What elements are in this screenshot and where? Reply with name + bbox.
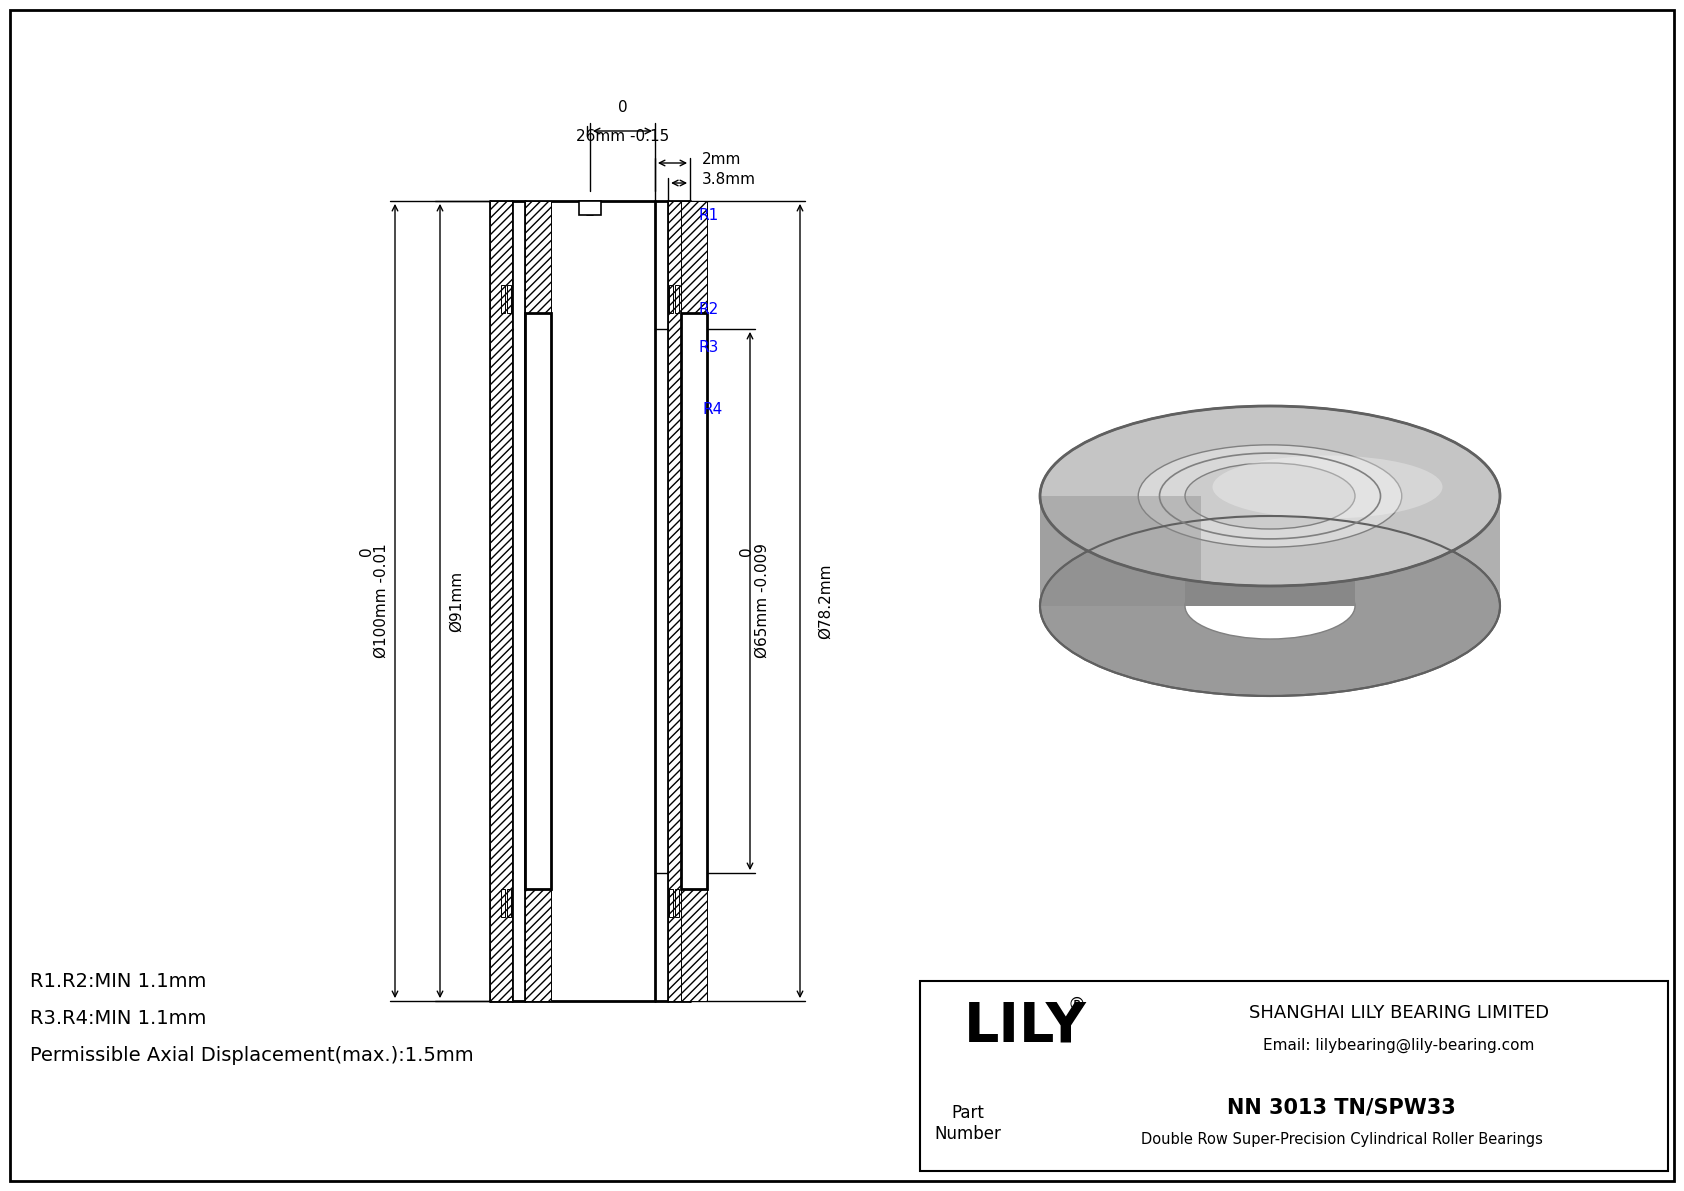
Polygon shape <box>1186 495 1356 606</box>
Bar <box>669 313 680 888</box>
Text: 0: 0 <box>739 547 754 556</box>
Text: SHANGHAI LILY BEARING LIMITED: SHANGHAI LILY BEARING LIMITED <box>1250 1004 1549 1022</box>
Bar <box>525 888 551 1000</box>
Text: Part
Number: Part Number <box>935 1104 1000 1143</box>
Text: R4: R4 <box>702 401 722 417</box>
Text: Permissible Axial Displacement(max.):1.5mm: Permissible Axial Displacement(max.):1.5… <box>30 1046 473 1065</box>
Text: R3.R4:MIN 1.1mm: R3.R4:MIN 1.1mm <box>30 1009 207 1028</box>
Bar <box>675 285 679 313</box>
Text: Ø65mm -0.009: Ø65mm -0.009 <box>754 543 770 659</box>
Bar <box>675 888 679 917</box>
Bar <box>525 201 551 313</box>
Bar <box>669 201 690 1000</box>
Text: Double Row Super-Precision Cylindrical Roller Bearings: Double Row Super-Precision Cylindrical R… <box>1140 1131 1543 1147</box>
Ellipse shape <box>1212 455 1443 518</box>
Text: 0: 0 <box>359 547 374 556</box>
Text: Ø91mm: Ø91mm <box>448 570 463 631</box>
Text: R1.R2:MIN 1.1mm: R1.R2:MIN 1.1mm <box>30 972 207 991</box>
Text: Ø78.2mm: Ø78.2mm <box>817 563 832 638</box>
Text: LILY: LILY <box>963 999 1086 1054</box>
Text: Email: lilybearing@lily-bearing.com: Email: lilybearing@lily-bearing.com <box>1263 1039 1534 1053</box>
Bar <box>525 313 551 888</box>
Ellipse shape <box>1041 406 1500 586</box>
Bar <box>490 201 512 1000</box>
Bar <box>680 201 707 313</box>
Bar <box>680 313 707 888</box>
Bar <box>680 888 707 1000</box>
Ellipse shape <box>1186 463 1356 529</box>
Text: 26mm -0.15: 26mm -0.15 <box>576 129 669 144</box>
Text: NN 3013 TN/SPW33: NN 3013 TN/SPW33 <box>1228 1097 1457 1117</box>
Ellipse shape <box>1041 516 1500 696</box>
Bar <box>507 888 510 917</box>
Text: 2mm: 2mm <box>702 152 741 168</box>
Ellipse shape <box>1138 445 1401 547</box>
Text: R1: R1 <box>697 208 719 224</box>
Bar <box>579 201 601 216</box>
Bar <box>669 285 674 313</box>
Bar <box>500 888 505 917</box>
Text: 3.8mm: 3.8mm <box>702 173 756 187</box>
Bar <box>500 285 505 313</box>
Bar <box>507 285 510 313</box>
Bar <box>498 313 512 888</box>
Polygon shape <box>1041 495 1500 606</box>
Bar <box>919 981 1667 1171</box>
Polygon shape <box>1041 495 1201 606</box>
Text: 0: 0 <box>618 100 628 116</box>
Text: Ø100mm -0.01: Ø100mm -0.01 <box>374 543 389 659</box>
Ellipse shape <box>1186 573 1356 640</box>
Text: ®: ® <box>1068 996 1086 1014</box>
Text: R3: R3 <box>697 339 719 355</box>
Bar <box>669 888 674 917</box>
Text: R2: R2 <box>697 301 719 317</box>
